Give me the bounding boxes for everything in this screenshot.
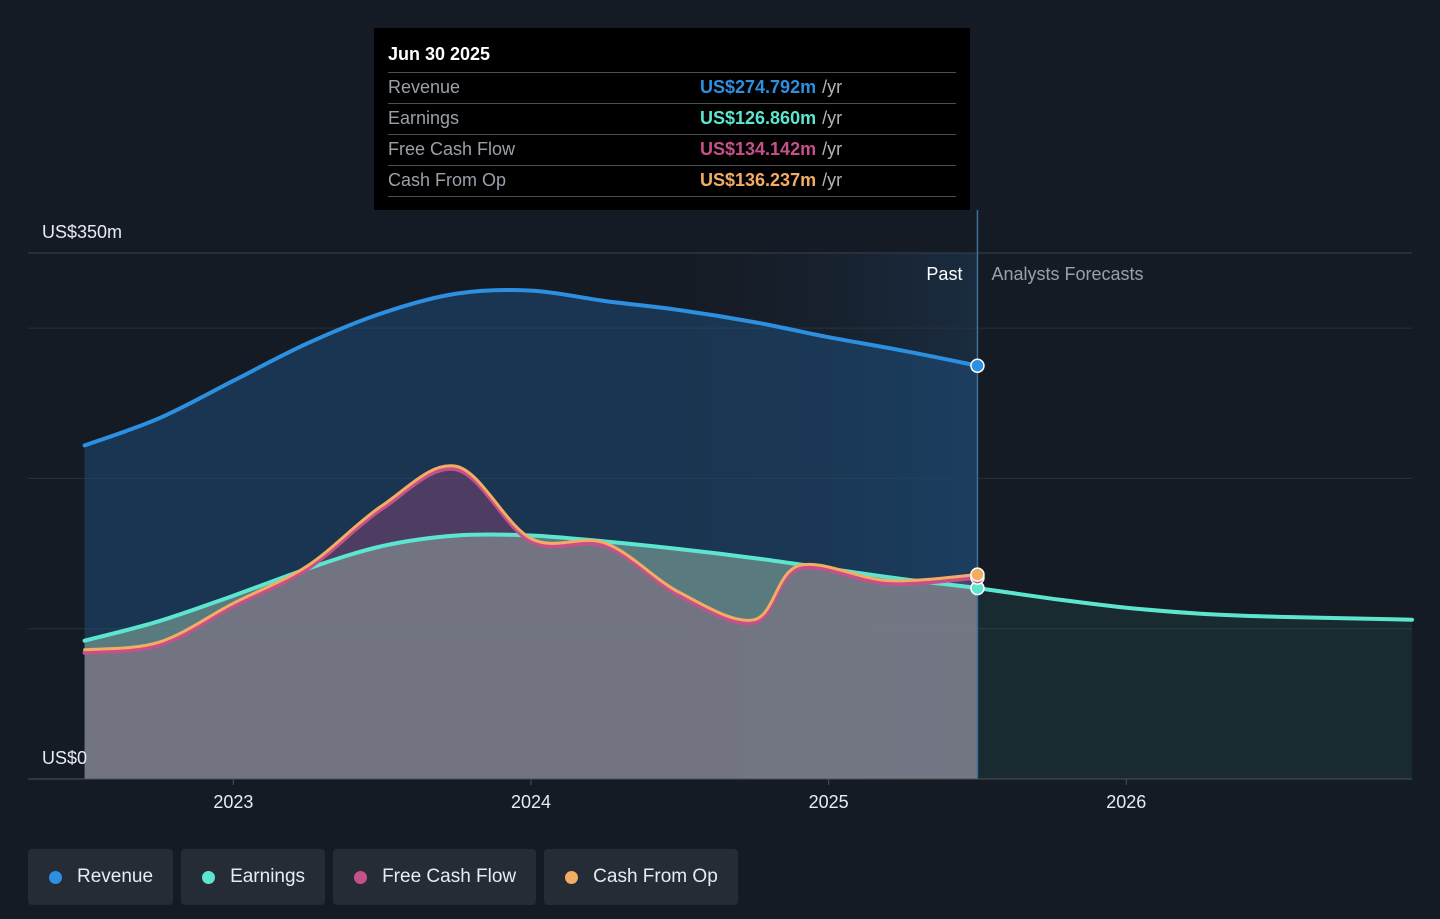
tooltip-label: Revenue bbox=[388, 77, 461, 97]
legend-dot-icon bbox=[202, 870, 216, 884]
x-tick-label: 2023 bbox=[213, 792, 253, 812]
tooltip-row-revenue: Revenue US$274.792m /yr bbox=[388, 72, 956, 103]
legend-label: Free Cash Flow bbox=[382, 866, 517, 887]
tooltip-unit: /yr bbox=[822, 108, 843, 128]
earnings-forecast-area bbox=[977, 588, 1412, 779]
earnings-area bbox=[84, 534, 978, 779]
legend-item-free-cash-flow[interactable]: Free Cash Flow bbox=[333, 849, 537, 905]
legend-label: Earnings bbox=[230, 866, 306, 887]
cash-from-op-marker bbox=[970, 567, 985, 582]
legend-label: Revenue bbox=[77, 866, 154, 887]
legend-dot-icon bbox=[49, 870, 62, 884]
revenue-line bbox=[82, 287, 980, 448]
tooltip-row-cash-from-op: Cash From Op US$136.237m /yr bbox=[388, 165, 956, 197]
tooltip-value: US$274.792m bbox=[700, 77, 817, 97]
legend-item-earnings[interactable]: Earnings bbox=[181, 849, 326, 905]
x-tick-label: 2026 bbox=[1106, 792, 1146, 812]
tooltip-unit: /yr bbox=[822, 170, 843, 190]
tooltip-unit: /yr bbox=[822, 139, 843, 159]
tooltip-row-earnings: Earnings US$126.860m /yr bbox=[388, 103, 956, 134]
cash-flow-area bbox=[84, 465, 978, 779]
tooltip-unit: /yr bbox=[822, 77, 843, 97]
x-tick-label: 2024 bbox=[511, 792, 551, 812]
past-label: Past bbox=[926, 264, 962, 284]
y-axis-bottom-label: US$0 bbox=[42, 748, 87, 768]
tooltip-row-free-cash-flow: Free Cash Flow US$134.142m /yr bbox=[388, 134, 956, 165]
y-axis-top-label: US$350m bbox=[42, 222, 122, 242]
legend: Revenue Earnings Free Cash Flow Cash Fro… bbox=[28, 849, 738, 905]
overlap-area bbox=[84, 534, 978, 779]
cash-from-op-line bbox=[83, 464, 979, 652]
legend-label: Cash From Op bbox=[593, 866, 718, 887]
legend-item-revenue[interactable]: Revenue bbox=[28, 849, 174, 905]
x-tick-label: 2025 bbox=[809, 792, 849, 812]
tooltip-label: Cash From Op bbox=[388, 170, 507, 190]
tooltip: Jun 30 2025 Revenue US$274.792m /yr Earn… bbox=[374, 28, 970, 210]
tooltip-label: Free Cash Flow bbox=[388, 139, 516, 159]
tooltip-date: Jun 30 2025 bbox=[388, 44, 491, 64]
legend-dot-icon bbox=[354, 870, 368, 884]
tooltip-value: US$126.860m bbox=[700, 108, 817, 128]
revenue-marker bbox=[970, 358, 985, 373]
legend-dot-icon bbox=[565, 870, 579, 884]
free-cash-flow-line bbox=[82, 466, 980, 655]
tooltip-value: US$136.237m bbox=[700, 170, 817, 190]
tooltip-label: Earnings bbox=[388, 108, 460, 128]
forecast-label: Analysts Forecasts bbox=[991, 264, 1143, 284]
tooltip-value: US$134.142m bbox=[700, 139, 817, 159]
legend-item-cash-from-op[interactable]: Cash From Op bbox=[544, 849, 738, 905]
